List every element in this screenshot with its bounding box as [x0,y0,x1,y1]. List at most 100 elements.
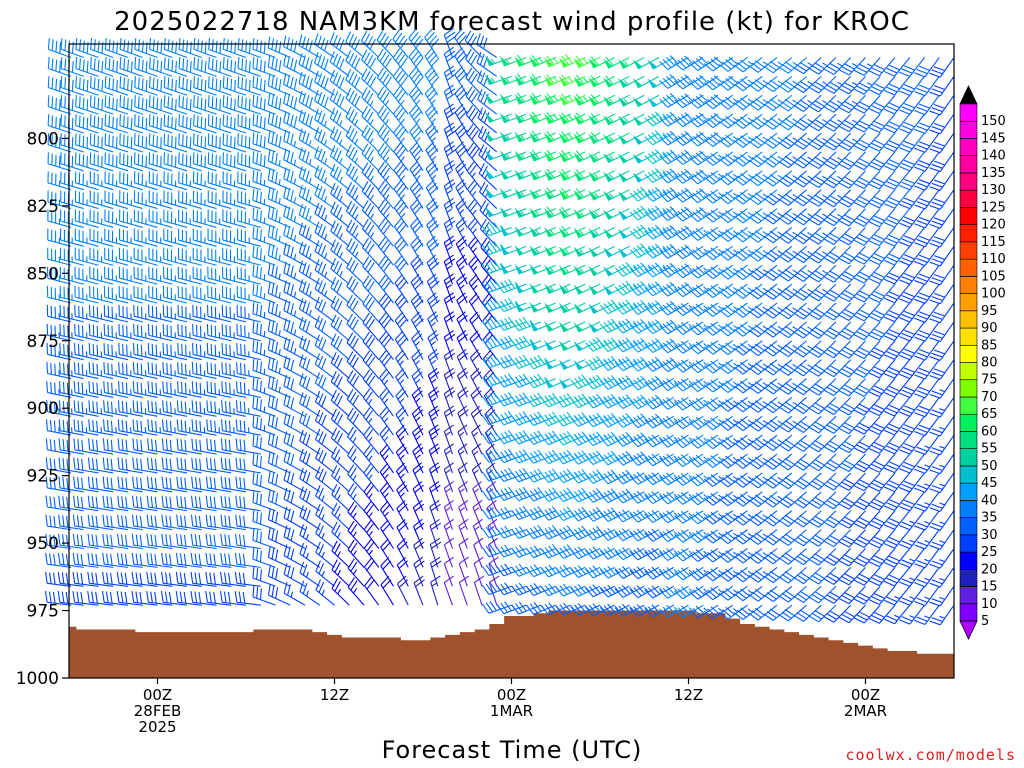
wind-barb [133,304,158,323]
wind-barb [177,266,202,285]
colorbar-tick-label: 65 [981,407,998,422]
wind-barb [192,209,217,228]
wind-barb [104,209,129,228]
wind-barb [363,520,380,549]
y-tick-label: 875 [27,332,59,352]
wind-barb [132,343,158,361]
wind-barb [237,133,261,153]
wind-barb [252,510,276,531]
wind-barb [75,114,99,134]
wind-barb [237,76,261,96]
wind-barb [162,285,188,304]
wind-barb [133,285,158,304]
wind-barb [298,109,321,134]
wind-barb [89,133,114,153]
wind-barb [89,266,114,285]
wind-barb [331,540,350,568]
wind-barb [74,247,99,266]
wind-barb [315,541,335,568]
wind-barb [330,276,350,304]
wind-barb [252,302,276,323]
wind-barb [235,476,261,493]
wind-barb [345,50,365,77]
wind-barb [267,583,291,606]
wind-barb [361,218,380,247]
wind-barb [315,522,335,549]
wind-barb [163,37,188,59]
wind-barb [283,487,306,512]
wind-barb [178,57,202,77]
wind-barb [361,105,380,134]
wind-barb [298,279,321,304]
wind-barb [119,114,143,134]
wind-barb [221,323,247,342]
wind-barb [87,552,114,568]
wind-barb [46,304,72,323]
wind-barb [207,95,232,115]
wind-barb [331,502,350,531]
wind-barb [205,533,232,550]
x-tick-label: 12Z [674,686,703,704]
wind-barb [72,571,99,587]
wind-barb [298,90,321,115]
wind-barb [298,203,321,228]
wind-barb [395,405,409,436]
wind-barb [89,285,114,304]
wind-barb [161,457,188,474]
wind-barb [118,323,143,342]
wind-barb [220,495,247,512]
wind-barb [379,444,394,474]
wind-barb [394,292,409,323]
wind-barb [298,260,321,285]
y-tick-label: 850 [27,264,59,284]
wind-barb [378,293,394,323]
colorbar-tick-label: 150 [981,114,1006,129]
wind-barb [205,495,232,512]
wind-barb [73,381,99,398]
wind-barb [57,552,84,568]
wind-barb [394,236,409,266]
wind-barb [345,69,365,96]
wind-barb [267,93,291,115]
wind-barb [314,70,335,96]
wind-barb [329,145,350,172]
wind-barb [267,338,291,361]
wind-barb [363,463,380,493]
wind-barb [395,368,409,398]
wind-barb [148,171,173,191]
wind-barb [87,514,114,531]
wind-barb [267,263,291,285]
wind-barb [346,370,365,398]
wind-barb [117,400,143,417]
wind-barb [252,283,276,304]
wind-barb [347,501,365,530]
wind-barb [314,278,335,304]
wind-barb [393,123,409,153]
wind-barb [299,524,321,549]
wind-barb [220,457,247,474]
wind-barb [330,427,350,455]
wind-barb [379,481,394,512]
wind-barb [46,362,72,380]
wind-barb [87,495,114,512]
wind-barb [119,171,143,191]
wind-barb [235,514,261,531]
wind-barb [378,349,394,379]
wind-barb [133,323,158,342]
colorbar-tick-label: 15 [981,580,998,595]
wind-barb [163,190,188,210]
wind-barb [298,241,321,266]
wind-barb [237,228,261,247]
wind-barb [175,571,202,587]
wind-barb [89,171,114,191]
wind-barb [331,446,350,474]
wind-barb [192,266,217,285]
wind-barb [313,33,335,58]
wind-barb [161,533,188,550]
wind-barb [104,133,129,153]
wind-barb [267,168,291,191]
wind-barb [298,335,321,361]
wind-barb [237,171,261,191]
x-tick-label: 2025 [138,718,176,736]
wind-barb [252,396,276,417]
